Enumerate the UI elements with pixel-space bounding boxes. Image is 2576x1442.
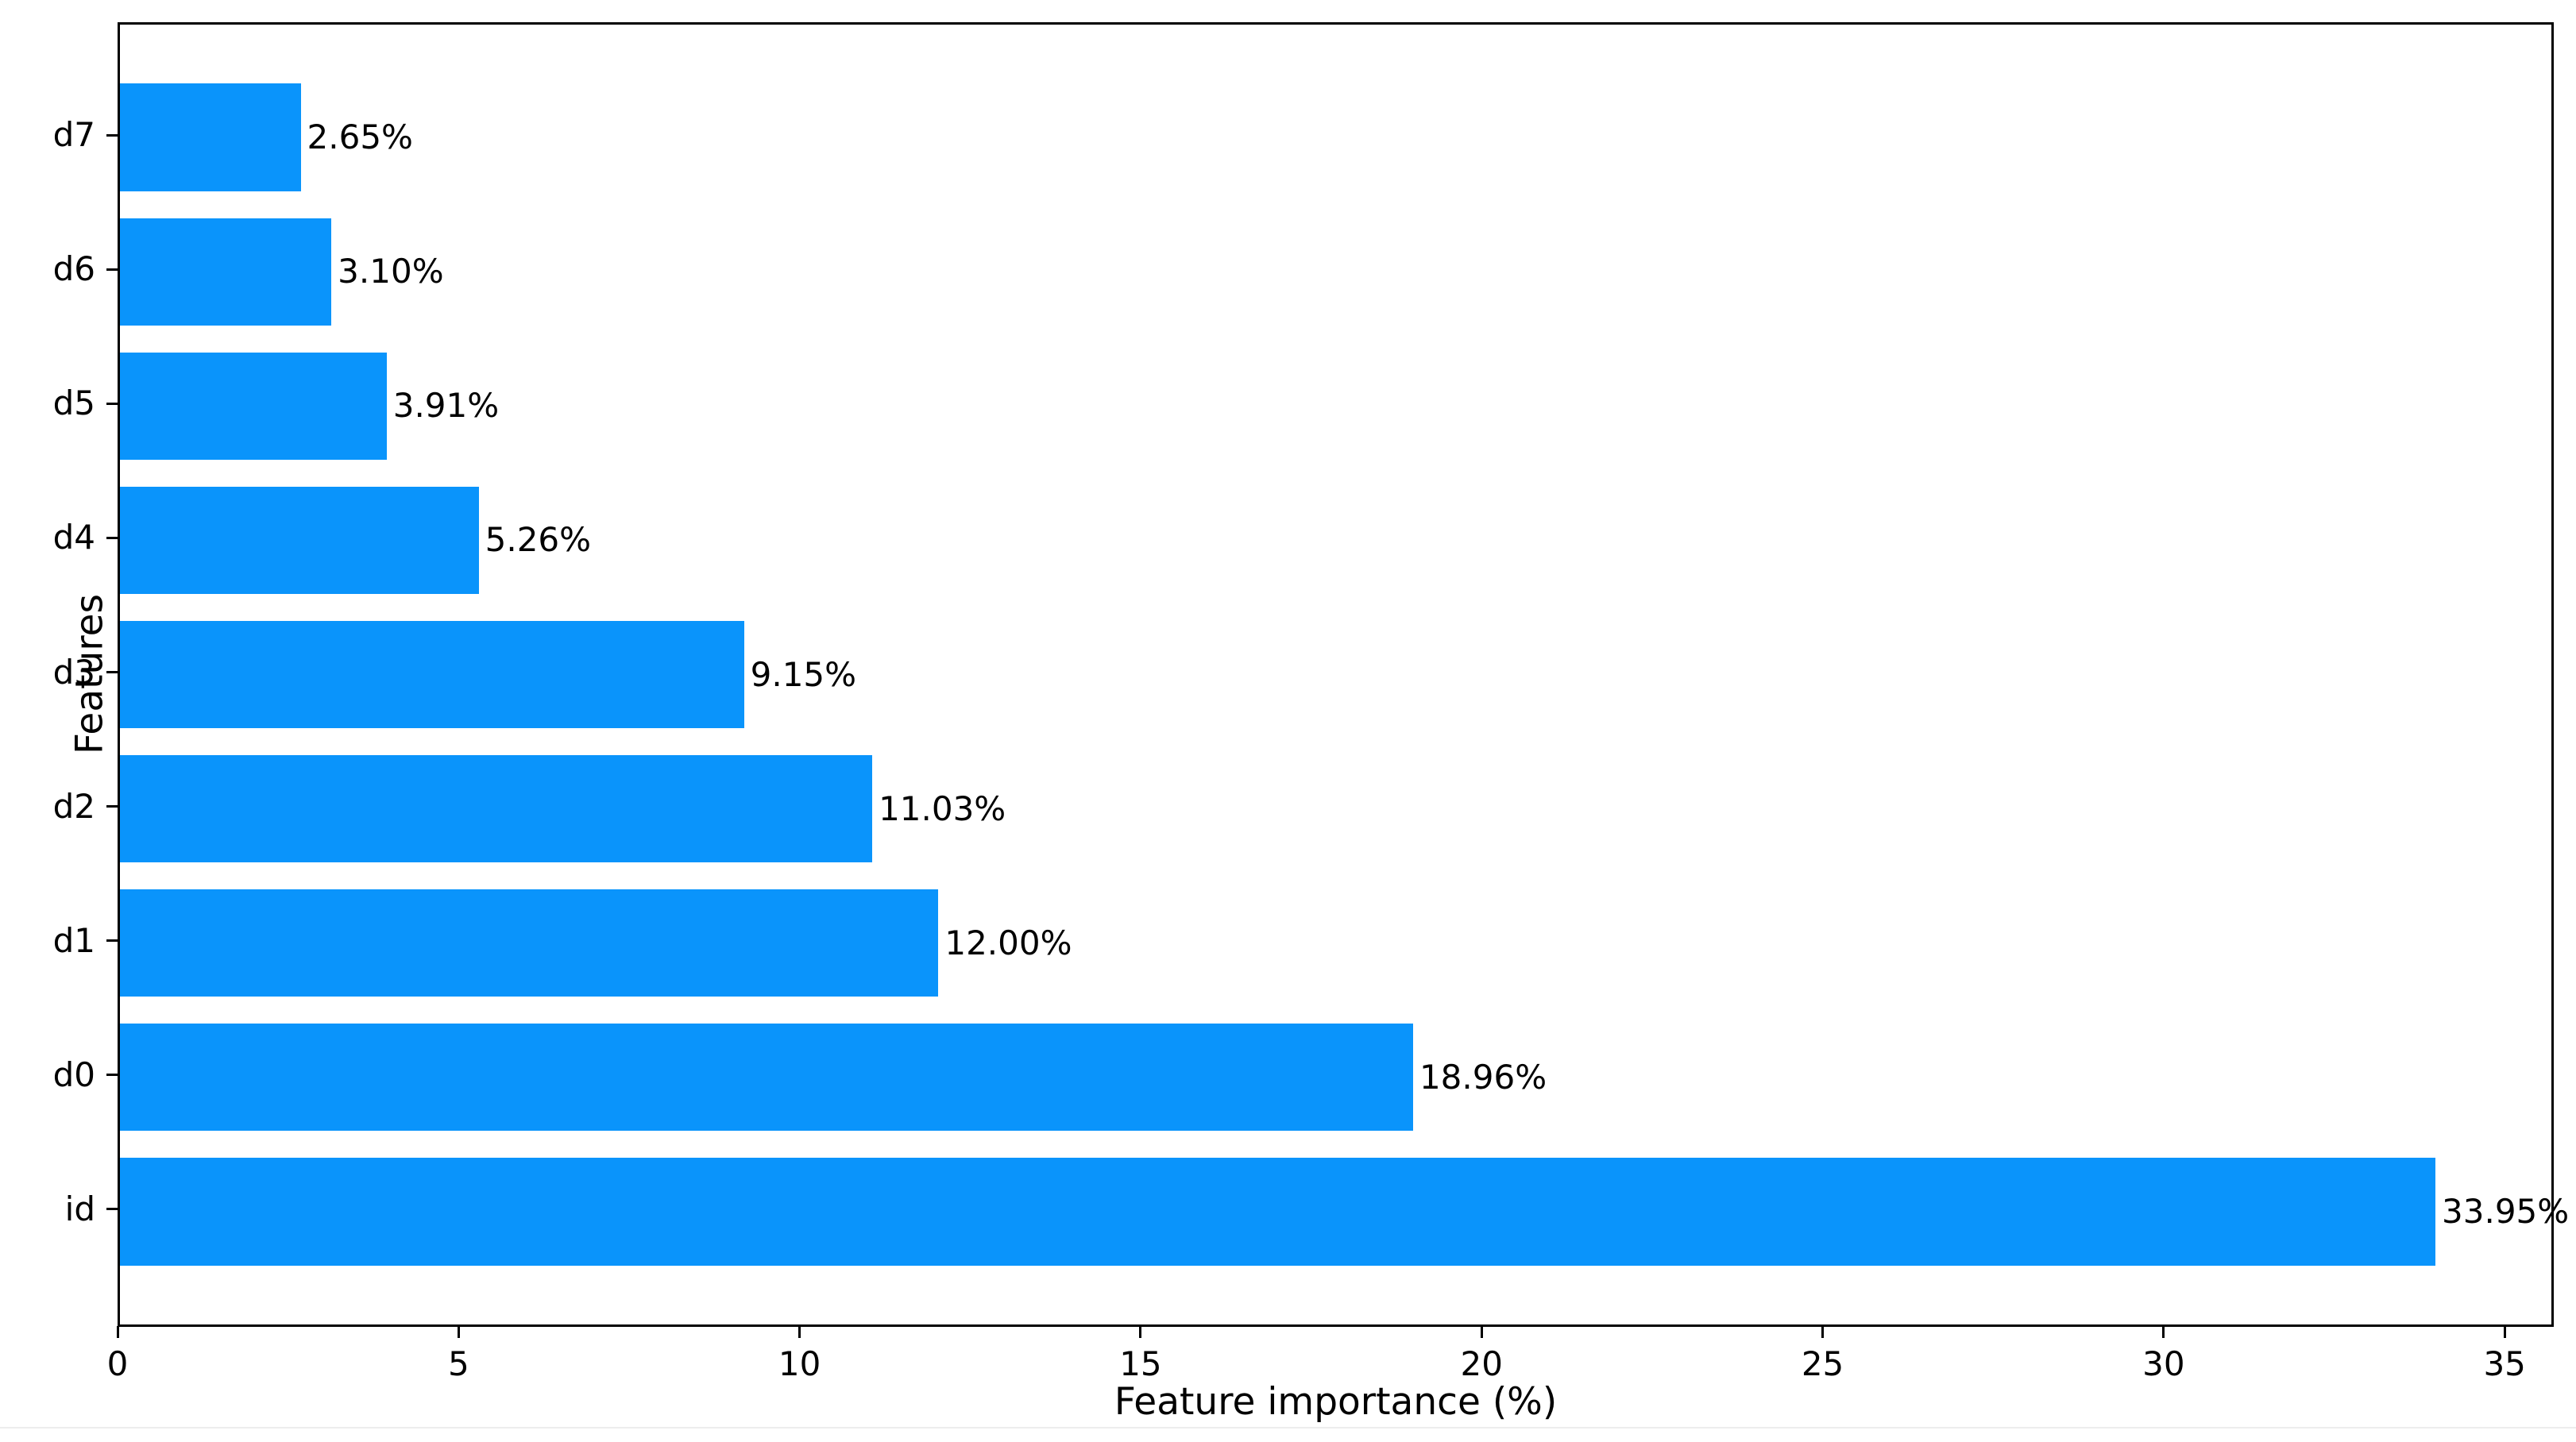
y-tick-mark-d2 (106, 805, 118, 808)
x-tick-label-20: 20 (1460, 1344, 1503, 1383)
bar-d7 (120, 83, 301, 191)
y-tick-label-d1: d1 (52, 920, 95, 960)
y-tick-mark-d4 (106, 536, 118, 539)
y-tick-mark-d7 (106, 133, 118, 137)
x-tick-mark-10 (798, 1326, 801, 1338)
bar-d3 (120, 620, 744, 729)
y-tick-label-d7: d7 (52, 115, 95, 155)
x-tick-label-5: 5 (447, 1344, 469, 1383)
plot-area: 2.65% 3.10% 3.91% 5.26% 9.15% 11.03% 12.00% 18.… (118, 22, 2569, 1327)
y-tick-mark-d6 (106, 268, 118, 271)
bar-value-label-d2: 11.03% (879, 788, 1006, 828)
bar-value-label-d1: 12.00% (944, 923, 1072, 962)
x-tick-mark-5 (457, 1326, 460, 1338)
x-axis-label: Feature importance (%) (1114, 1380, 1558, 1424)
x-tick-mark-35 (2503, 1326, 2506, 1338)
bar-d1 (120, 889, 939, 997)
x-tick-label-0: 0 (106, 1344, 129, 1383)
bar-value-label-d7: 2.65% (307, 118, 413, 157)
x-tick-mark-30 (2162, 1326, 2165, 1338)
y-tick-label-d3: d3 (52, 652, 95, 692)
bar-d2 (120, 754, 873, 863)
bar-value-label-d3: 9.15% (750, 654, 857, 694)
bar-value-label-d0: 18.96% (1419, 1057, 1547, 1097)
x-tick-mark-15 (1139, 1326, 1142, 1338)
y-tick-label-d0: d0 (52, 1055, 95, 1094)
y-tick-mark-d3 (106, 671, 118, 673)
y-axis-ticks: d7 d6 d5 d4 d3 d2 d1 d0 id (0, 22, 118, 1327)
y-tick-mark-d1 (106, 939, 118, 943)
y-tick-mark-id (106, 1208, 118, 1211)
x-tick-mark-0 (116, 1326, 119, 1338)
bar-value-label-d6: 3.10% (338, 252, 444, 291)
x-tick-label-10: 10 (778, 1344, 821, 1383)
bar-d5 (120, 352, 387, 460)
y-tick-label-d2: d2 (52, 786, 95, 826)
y-tick-label-d6: d6 (52, 249, 95, 289)
x-tick-label-30: 30 (2142, 1344, 2185, 1383)
bar-value-label-id: 33.95% (2442, 1191, 2570, 1231)
bar-d0 (120, 1024, 1413, 1132)
page-bottom-divider (0, 1427, 2576, 1429)
x-tick-label-15: 15 (1119, 1344, 1162, 1383)
y-tick-mark-d0 (106, 1074, 118, 1077)
bar-id (120, 1158, 2436, 1266)
y-tick-mark-d5 (106, 402, 118, 405)
bar-value-label-d4: 5.26% (485, 520, 592, 560)
x-tick-mark-20 (1480, 1326, 1483, 1338)
y-tick-label-d5: d5 (52, 384, 95, 423)
x-axis-ticks: 0 5 10 15 20 25 30 35 (107, 1326, 2554, 1390)
bar-value-label-d5: 3.91% (392, 386, 500, 426)
x-tick-label-35: 35 (2483, 1344, 2526, 1383)
x-tick-label-25: 25 (1801, 1344, 1844, 1383)
y-tick-label-id: id (64, 1189, 95, 1228)
bar-d6 (120, 218, 332, 326)
y-tick-label-d4: d4 (52, 518, 95, 557)
x-tick-mark-25 (1821, 1326, 1825, 1338)
bar-d4 (120, 486, 479, 595)
